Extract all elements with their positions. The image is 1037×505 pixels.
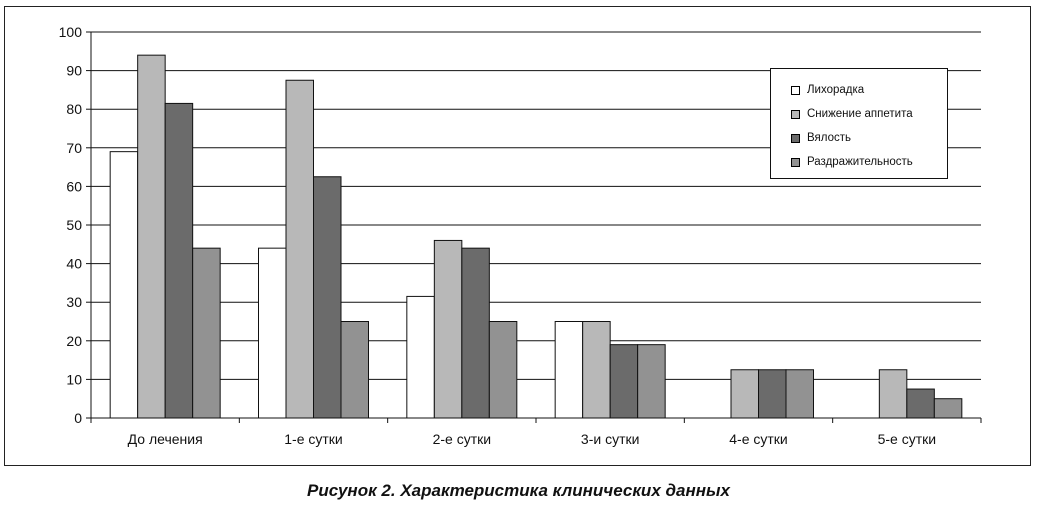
bar-5-1: [878, 369, 908, 419]
bar-3-2: [609, 344, 639, 419]
bar-3-1: [582, 321, 611, 419]
x-tick-label: 1-е сутки: [284, 431, 342, 447]
bar-1-2: [313, 176, 342, 419]
bar-1-3: [340, 321, 369, 419]
legend-swatch-fever: [791, 85, 800, 95]
legend-item-irritability: Раздражительность: [791, 150, 947, 174]
y-tick-label: 80: [66, 101, 82, 117]
legend-swatch-irritability: [791, 157, 800, 167]
y-tick-label: 90: [66, 63, 82, 79]
y-tick-label: 20: [66, 333, 82, 349]
y-tick-label: 30: [66, 294, 82, 310]
bar-4-3: [785, 369, 814, 419]
x-tick-label: 2-е сутки: [433, 431, 491, 447]
y-tick-label: 10: [66, 371, 82, 387]
y-tick-label: 50: [66, 217, 82, 233]
x-tick-label: 4-е сутки: [729, 431, 787, 447]
bar-5-2: [906, 388, 935, 419]
bar-0-0: [109, 151, 139, 419]
bar-3-0: [554, 321, 584, 419]
legend-label-appetite: Снижение аппетита: [807, 108, 913, 120]
y-tick-label: 60: [66, 178, 82, 194]
bar-2-3: [488, 321, 518, 419]
x-tick-label: До лечения: [128, 431, 203, 447]
y-tick-label: 100: [59, 24, 83, 40]
legend-label-irritability: Раздражительность: [807, 156, 913, 168]
bar-5-3: [933, 398, 963, 419]
legend-swatch-appetite: [791, 109, 800, 119]
legend-label-lethargy: Вялость: [807, 132, 852, 144]
legend: Лихорадка Снижение аппетита Вялость Разд…: [770, 68, 948, 179]
bar-chart: 0 10 20 30 40 50 60 70 80 90 100 До лечения 1-е сутк…: [59, 24, 982, 447]
bar-1-0: [258, 247, 287, 419]
axes: 0 10 20 30 40 50 60 70 80 90 100 До лечения 1-е сутк…: [59, 24, 982, 447]
bar-0-3: [192, 247, 221, 419]
legend-item-appetite: Снижение аппетита: [791, 102, 947, 126]
bar-2-2: [461, 247, 490, 419]
bar-0-2: [164, 102, 194, 419]
bar-2-1: [433, 239, 463, 419]
bar-1-1: [285, 79, 314, 419]
legend-item-fever: Лихорадка: [791, 78, 947, 102]
y-tick-label: 40: [66, 256, 82, 272]
legend-swatch-lethargy: [791, 133, 800, 143]
bars: [109, 54, 963, 419]
y-tick-label: 70: [66, 140, 82, 156]
chart-frame: [4, 6, 1031, 466]
bar-4-2: [758, 369, 787, 419]
legend-label-fever: Лихорадка: [807, 84, 865, 96]
figure-caption: Рисунок 2. Характеристика клинических да…: [307, 481, 730, 500]
y-tick-label: 0: [74, 410, 82, 426]
bar-2-0: [406, 295, 435, 419]
bar-0-1: [137, 54, 166, 419]
legend-item-lethargy: Вялость: [791, 126, 947, 150]
x-tick-label: 3-и сутки: [581, 431, 640, 447]
bar-3-3: [637, 344, 666, 419]
x-tick-label: 5-е сутки: [878, 431, 936, 447]
bar-4-1: [730, 369, 759, 419]
